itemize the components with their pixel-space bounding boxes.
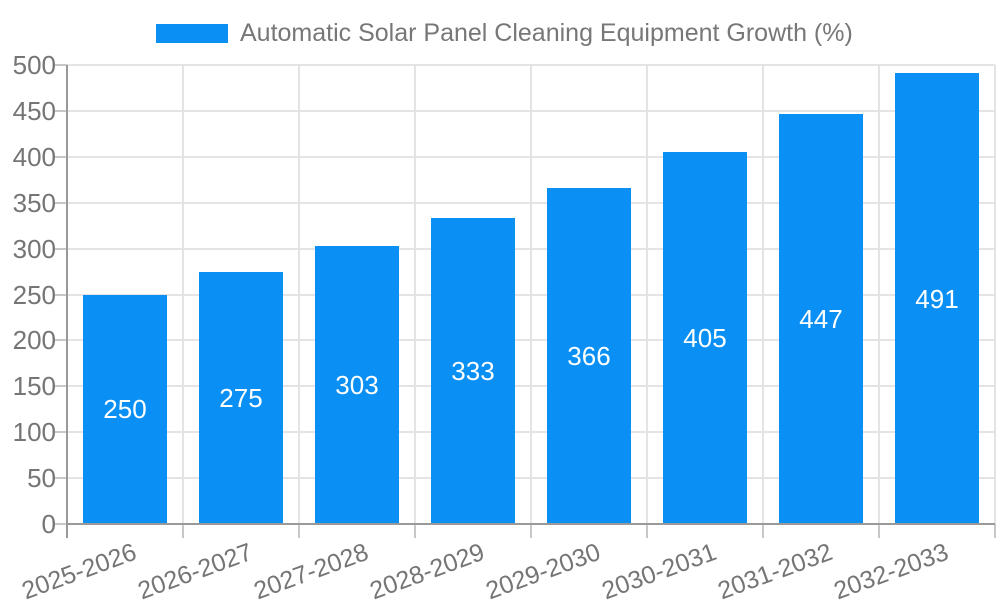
x-axis-tick <box>994 524 996 538</box>
bar-2027-2028[interactable] <box>315 245 399 524</box>
y-axis-label: 350 <box>12 187 56 218</box>
y-axis-label: 200 <box>12 325 56 356</box>
bar-value-label: 366 <box>567 341 611 371</box>
bar-2029-2030[interactable] <box>547 188 631 524</box>
y-axis-label: 500 <box>12 50 56 80</box>
x-axis-label: 2027-2028 <box>250 538 373 600</box>
gridline-vertical <box>646 65 648 524</box>
y-axis-tick <box>55 201 67 204</box>
x-axis-tick <box>646 524 648 538</box>
chart-legend[interactable]: Automatic Solar Panel Cleaning Equipment… <box>156 20 853 46</box>
x-axis-tick <box>298 524 300 538</box>
y-axis-label: 300 <box>12 233 56 264</box>
legend-label: Automatic Solar Panel Cleaning Equipment… <box>240 19 853 47</box>
x-axis-tick <box>414 524 416 538</box>
y-axis-tick <box>55 64 67 66</box>
bar-value-label: 303 <box>335 369 379 400</box>
gridline-vertical <box>530 65 532 524</box>
bar-2026-2027[interactable] <box>199 271 283 524</box>
bar-value-label: 275 <box>219 382 263 413</box>
x-axis-tick <box>878 524 880 538</box>
y-axis-tick <box>55 477 67 480</box>
y-axis-tick <box>55 339 67 342</box>
x-axis-label: 2025-2026 <box>18 538 141 600</box>
x-axis-label: 2028-2029 <box>366 538 489 600</box>
gridline-vertical <box>182 65 184 524</box>
x-axis-label: 2029-2030 <box>482 538 605 600</box>
y-axis-tick <box>55 385 67 388</box>
bar-2032-2033[interactable] <box>895 73 979 524</box>
y-axis-line <box>66 65 68 538</box>
y-axis-tick <box>55 431 67 434</box>
bar-value-label: 250 <box>103 394 147 425</box>
bar-2030-2031[interactable] <box>663 152 747 524</box>
x-axis-tick <box>530 524 532 538</box>
y-axis-tick <box>55 293 67 296</box>
y-axis-label: 150 <box>12 371 56 402</box>
bar-2031-2032[interactable] <box>779 113 863 524</box>
bar-value-label: 333 <box>451 356 495 387</box>
x-axis-tick <box>182 524 184 538</box>
gridline-vertical <box>994 65 996 524</box>
x-axis-label: 2031-2032 <box>714 538 837 600</box>
bar-value-label: 491 <box>915 283 959 314</box>
y-axis-label: 0 <box>41 509 56 539</box>
gridline-vertical <box>298 65 300 524</box>
bar-value-label: 405 <box>683 323 727 354</box>
gridline-vertical <box>762 65 764 524</box>
bar-2025-2026[interactable] <box>83 294 167 524</box>
y-axis-tick <box>55 155 67 158</box>
gridline-vertical <box>878 65 880 524</box>
legend-swatch <box>156 23 228 43</box>
y-axis-tick <box>55 247 67 250</box>
x-axis-label: 2032-2033 <box>830 538 953 600</box>
gridline-vertical <box>414 65 416 524</box>
bar-value-label: 447 <box>799 303 843 334</box>
y-axis-tick <box>55 523 67 525</box>
y-axis-label: 450 <box>12 95 56 126</box>
x-axis-label: 2030-2031 <box>598 538 721 600</box>
x-axis-label: 2026-2027 <box>134 538 257 600</box>
bar-2028-2029[interactable] <box>431 218 515 524</box>
y-axis-label: 250 <box>12 279 56 310</box>
x-axis-tick <box>762 524 764 538</box>
y-axis-tick <box>55 109 67 112</box>
y-axis-label: 400 <box>12 141 56 172</box>
x-axis-line <box>66 523 995 525</box>
y-axis-label: 100 <box>12 417 56 448</box>
y-axis-label: 50 <box>27 463 56 494</box>
